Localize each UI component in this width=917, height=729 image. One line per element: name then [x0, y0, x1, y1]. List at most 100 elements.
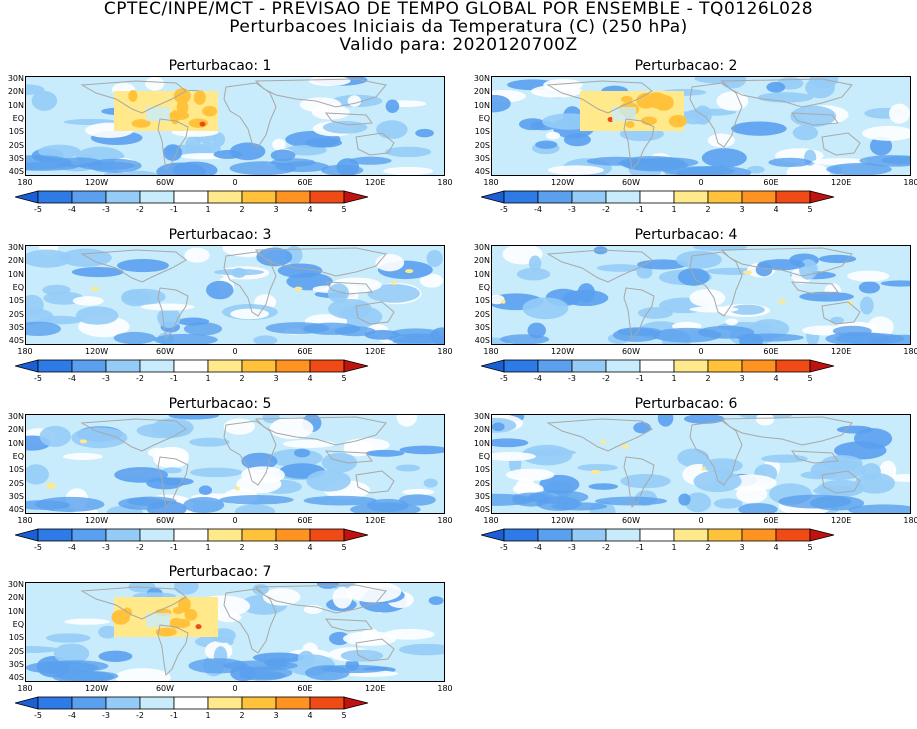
lon-label: 180 — [437, 684, 453, 693]
lon-label: 180 — [903, 516, 917, 525]
lon-label: 60W — [621, 178, 641, 187]
lon-label: 180 — [483, 178, 499, 187]
colorbar — [481, 190, 901, 204]
colorbar — [15, 190, 435, 204]
lat-label: 30S — [474, 153, 490, 163]
lon-label: 120E — [365, 178, 386, 187]
colorbar — [15, 359, 435, 373]
lon-label: 180 — [17, 516, 33, 525]
lat-label: 30S — [8, 659, 24, 669]
colorbar-label: 5 — [341, 205, 347, 214]
lat-label: 30S — [474, 322, 490, 332]
colorbar-label: -5 — [34, 374, 42, 383]
lat-label: 10S — [8, 465, 24, 475]
lat-label: 40S — [8, 673, 24, 683]
lat-label: EQ — [12, 113, 24, 123]
colorbar-label: 4 — [773, 205, 779, 214]
colorbar-label: -2 — [602, 543, 610, 552]
colorbar-label: 4 — [307, 711, 313, 720]
map-panel: Perturbacao: 1 30N 20N 10N EQ 10S 20S 30S 40S 180… — [0, 58, 453, 223]
temperature-map — [491, 245, 911, 345]
colorbar — [481, 528, 901, 542]
colorbar-label: 2 — [705, 374, 711, 383]
lat-label: EQ — [478, 451, 490, 461]
colorbar-label: -5 — [500, 543, 508, 552]
map-panel: Perturbacao: 2 30N 20N 10N EQ 10S 20S 30S 40S 180… — [466, 58, 917, 223]
lon-label: 180 — [483, 347, 499, 356]
colorbar-label: 4 — [307, 374, 313, 383]
lat-label: 10N — [473, 100, 490, 110]
colorbar-label: -1 — [636, 205, 644, 214]
lon-label: 60W — [621, 347, 641, 356]
lon-label: 180 — [903, 347, 917, 356]
lon-label: 180 — [437, 347, 453, 356]
lon-label: 60W — [155, 684, 175, 693]
lat-label: 40S — [474, 505, 490, 515]
colorbar-label: 4 — [773, 543, 779, 552]
lat-label: 40S — [8, 167, 24, 177]
lon-label: 120E — [831, 178, 852, 187]
lon-label: 60E — [297, 516, 313, 525]
colorbar-label: -3 — [568, 543, 576, 552]
lon-label: 60W — [155, 178, 175, 187]
colorbar — [15, 696, 435, 710]
header-line-2: Perturbacoes Iniciais da Temperatura (C)… — [229, 17, 688, 37]
lat-label: 10N — [7, 606, 24, 616]
lon-label: 60E — [297, 684, 313, 693]
colorbar-label: 3 — [273, 543, 279, 552]
lat-label: 30N — [473, 412, 490, 421]
colorbar-label: 5 — [807, 543, 813, 552]
colorbar-label: 5 — [341, 374, 347, 383]
lat-label: EQ — [12, 282, 24, 292]
lon-label: 120W — [551, 347, 575, 356]
lon-label: 0 — [698, 347, 704, 356]
lat-label: 10S — [8, 633, 24, 643]
lon-label: 120E — [365, 347, 386, 356]
colorbar-label: 4 — [307, 543, 313, 552]
colorbar-label: -4 — [68, 711, 76, 720]
lat-label: 20N — [7, 593, 24, 603]
lat-label: 30S — [8, 322, 24, 332]
lat-label: 30N — [7, 74, 24, 83]
panel-title: Perturbacao: 6 — [634, 396, 738, 412]
lat-label: 10N — [7, 269, 24, 279]
colorbar-label: -4 — [68, 374, 76, 383]
panel-title: Perturbacao: 2 — [634, 58, 738, 74]
colorbar-label: 5 — [341, 543, 347, 552]
lat-label: 40S — [474, 336, 490, 346]
lon-label: 120W — [85, 516, 109, 525]
colorbar-label: 2 — [239, 711, 245, 720]
colorbar-label: -5 — [500, 205, 508, 214]
lon-label: 0 — [232, 178, 238, 187]
lon-label: 120W — [551, 178, 575, 187]
colorbar-label: 1 — [205, 543, 211, 552]
lat-label: 30S — [8, 491, 24, 501]
lon-label: 0 — [232, 347, 238, 356]
colorbar-label: 5 — [341, 711, 347, 720]
lon-label: 180 — [17, 347, 33, 356]
colorbar-label: -5 — [500, 374, 508, 383]
lon-label: 0 — [232, 516, 238, 525]
lat-label: 20S — [8, 478, 24, 488]
lon-label: 60E — [763, 347, 779, 356]
colorbar-label: 2 — [239, 205, 245, 214]
lon-label: 0 — [232, 684, 238, 693]
lon-label: 120E — [831, 347, 852, 356]
header-line-1: CPTEC/INPE/MCT - PREVISAO DE TEMPO GLOBA… — [103, 0, 814, 19]
lat-label: EQ — [12, 451, 24, 461]
colorbar-label: -1 — [170, 374, 178, 383]
lat-label: 20S — [474, 309, 490, 319]
lon-label: 60W — [621, 516, 641, 525]
colorbar-label: -1 — [636, 374, 644, 383]
header-line-3: Valido para: 2020120700Z — [339, 35, 578, 55]
colorbar-label: -4 — [534, 374, 542, 383]
colorbar-label: 3 — [739, 543, 745, 552]
colorbar-label: 1 — [671, 543, 677, 552]
lon-label: 180 — [903, 178, 917, 187]
colorbar-label: 2 — [239, 543, 245, 552]
lon-label: 0 — [698, 516, 704, 525]
lon-label: 180 — [17, 178, 33, 187]
colorbar-label: -3 — [568, 374, 576, 383]
colorbar-label: -4 — [68, 205, 76, 214]
lat-label: 10S — [8, 127, 24, 137]
